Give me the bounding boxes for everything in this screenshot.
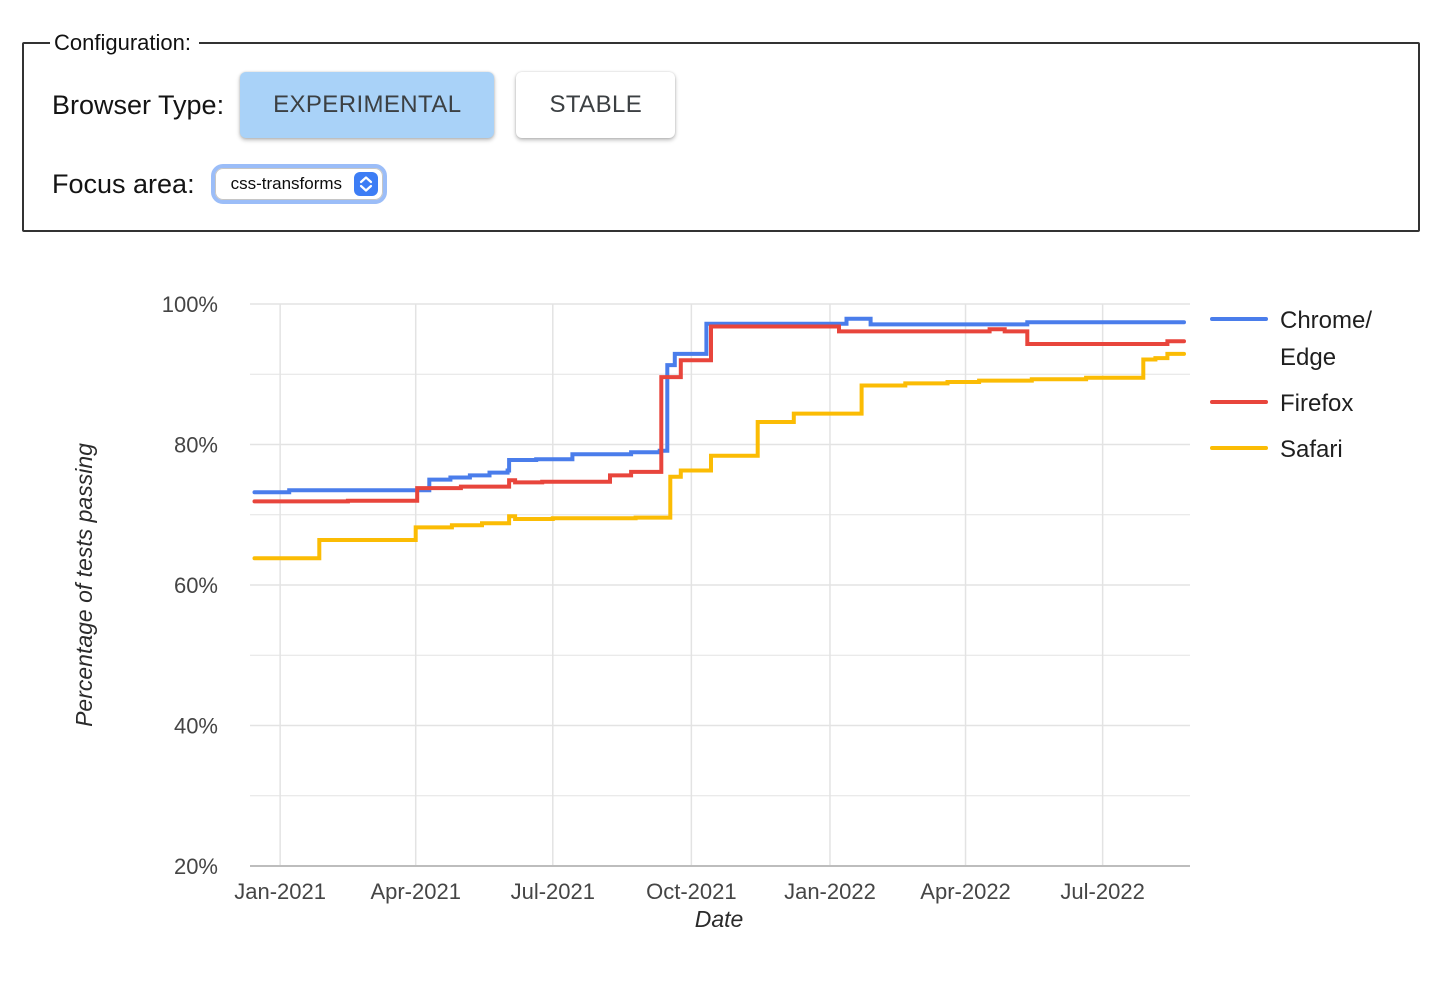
legend-item-safari: Safari bbox=[1210, 431, 1343, 468]
chart-gridlines bbox=[250, 303, 1190, 867]
legend-label: Firefox bbox=[1280, 390, 1354, 417]
legend-item-chrome-edge: Chrome/ Edge bbox=[1210, 302, 1372, 376]
series-line-firefox bbox=[252, 324, 1186, 504]
experimental-button[interactable]: EXPERIMENTAL bbox=[240, 72, 495, 138]
y-tick-label: 40% bbox=[174, 714, 218, 739]
tests-passing-chart: 20% 40% 60% 80% 100% Jan-2021 Apr-2021 Jul-2021… bbox=[0, 262, 1440, 952]
browser-type-row: Browser Type: EXPERIMENTAL STABLE bbox=[52, 72, 1394, 138]
legend-label: Chrome/ Edge bbox=[1280, 307, 1373, 371]
chart-svg: 20% 40% 60% 80% 100% Jan-2021 Apr-2021 Jul-2021… bbox=[71, 292, 1190, 932]
focus-area-selected-value: css-transforms bbox=[230, 174, 343, 193]
x-axis-title: Date bbox=[695, 906, 744, 932]
x-tick-label: Jul-2021 bbox=[511, 879, 595, 904]
focus-area-select-inner: css-transforms bbox=[214, 168, 384, 200]
focus-area-select[interactable]: css-transforms bbox=[210, 164, 388, 204]
updown-chevron-icon bbox=[354, 172, 379, 196]
x-tick-label: Apr-2022 bbox=[920, 879, 1011, 904]
y-tick-label: 20% bbox=[174, 854, 218, 879]
y-tick-label: 100% bbox=[162, 292, 218, 317]
focus-area-row: Focus area: css-transforms bbox=[52, 164, 1394, 204]
legend-label: Safari bbox=[1280, 436, 1343, 463]
x-tick-label: Oct-2021 bbox=[646, 879, 737, 904]
chart-axis-ticks: 20% 40% 60% 80% 100% Jan-2021 Apr-2021 Jul-2021… bbox=[162, 292, 1145, 904]
legend-item-firefox: Firefox bbox=[1210, 385, 1353, 422]
y-axis-title: Percentage of tests passing bbox=[71, 443, 97, 727]
legend-line-swatch bbox=[1210, 317, 1268, 321]
browser-type-label: Browser Type: bbox=[52, 89, 225, 120]
configuration-panel: Configuration: Browser Type: EXPERIMENTA… bbox=[22, 30, 1420, 232]
configuration-legend: Configuration: bbox=[54, 30, 191, 55]
series-line-chrome-edge bbox=[252, 316, 1186, 495]
legend-line-swatch bbox=[1210, 400, 1268, 404]
series-line-safari bbox=[252, 351, 1186, 561]
chart-legend: Chrome/ Edge Firefox Safari bbox=[1210, 262, 1440, 952]
x-tick-label: Jul-2022 bbox=[1060, 879, 1144, 904]
x-tick-label: Apr-2021 bbox=[370, 879, 461, 904]
stable-button[interactable]: STABLE bbox=[516, 72, 676, 138]
legend-line-swatch bbox=[1210, 446, 1268, 450]
y-tick-label: 60% bbox=[174, 573, 218, 598]
page: Configuration: Browser Type: EXPERIMENTA… bbox=[0, 30, 1440, 952]
chart-series bbox=[252, 316, 1186, 561]
x-tick-label: Jan-2021 bbox=[234, 879, 326, 904]
y-tick-label: 80% bbox=[174, 433, 218, 458]
focus-area-label: Focus area: bbox=[52, 168, 195, 199]
x-tick-label: Jan-2022 bbox=[784, 879, 876, 904]
